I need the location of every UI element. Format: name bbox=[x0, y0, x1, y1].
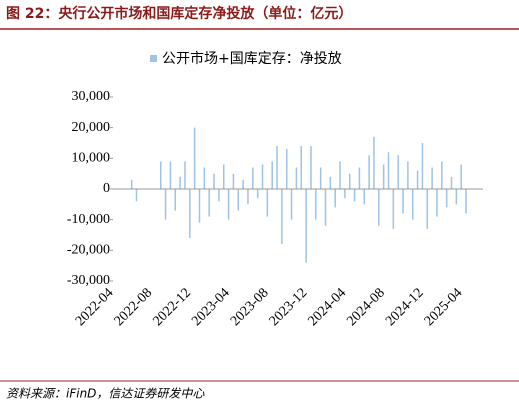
bar bbox=[198, 189, 201, 223]
bar bbox=[344, 189, 346, 199]
bar bbox=[193, 127, 196, 189]
bar bbox=[159, 161, 162, 189]
bar bbox=[411, 189, 414, 220]
bar bbox=[378, 189, 380, 226]
y-tick-label: -20,000 bbox=[67, 243, 110, 258]
bar bbox=[436, 189, 438, 217]
bar bbox=[339, 161, 341, 189]
bar bbox=[445, 189, 448, 208]
y-tick-label: 20,000 bbox=[72, 120, 111, 135]
bar bbox=[348, 173, 351, 189]
chart-title: 图 22：央行公开市场和国库定存净投放（单位：亿元） bbox=[6, 5, 352, 22]
bar bbox=[261, 164, 264, 189]
bar bbox=[222, 164, 225, 189]
bar bbox=[416, 170, 419, 189]
y-tick-label: -30,000 bbox=[67, 273, 110, 288]
bar bbox=[300, 146, 303, 189]
bar bbox=[382, 164, 385, 189]
legend-label: 公开市场+国库定存：净投放 bbox=[162, 50, 342, 67]
bar bbox=[329, 176, 332, 189]
bar bbox=[135, 189, 138, 202]
bar bbox=[130, 179, 133, 189]
bar bbox=[290, 189, 293, 220]
bar bbox=[252, 167, 254, 189]
bar bbox=[319, 167, 322, 189]
bar bbox=[358, 167, 361, 189]
bar bbox=[242, 179, 244, 189]
bar bbox=[310, 146, 312, 189]
bar bbox=[184, 161, 186, 189]
bar bbox=[305, 189, 307, 263]
x-tick-label: 2023-08 bbox=[228, 285, 272, 329]
x-tick-label: 2025-04 bbox=[422, 285, 466, 329]
x-tick-label: 2022-08 bbox=[112, 285, 156, 329]
bar bbox=[426, 189, 429, 229]
bar bbox=[295, 167, 298, 189]
bar bbox=[179, 176, 181, 189]
bar bbox=[431, 167, 433, 189]
bar bbox=[373, 136, 375, 189]
x-tick-label: 2024-12 bbox=[383, 285, 427, 329]
bar bbox=[387, 152, 390, 189]
y-tick-label: -10,000 bbox=[67, 212, 110, 227]
bar bbox=[227, 189, 230, 220]
source-note: 资料来源：iFinD，信达证券研发中心 bbox=[6, 387, 205, 401]
y-tick-label: 30,000 bbox=[72, 89, 111, 104]
bar bbox=[324, 189, 327, 226]
bar bbox=[455, 189, 458, 205]
bar bbox=[450, 176, 453, 189]
bar bbox=[460, 164, 462, 189]
y-tick-label: 0 bbox=[103, 181, 110, 196]
bar bbox=[281, 189, 283, 245]
bar bbox=[363, 189, 366, 205]
bar bbox=[402, 189, 404, 214]
bar bbox=[421, 143, 424, 189]
bar bbox=[232, 173, 235, 189]
bar bbox=[353, 189, 356, 202]
bar bbox=[247, 189, 249, 205]
x-tick-label: 2024-04 bbox=[306, 285, 350, 329]
bar bbox=[397, 155, 399, 189]
bar bbox=[189, 189, 191, 239]
y-tick-label: 10,000 bbox=[72, 151, 111, 166]
bar bbox=[392, 189, 395, 229]
bar bbox=[285, 149, 288, 189]
x-tick-label: 2023-04 bbox=[189, 285, 233, 329]
bar bbox=[334, 189, 336, 208]
bar bbox=[315, 189, 317, 220]
bar bbox=[266, 189, 269, 217]
x-tick-label: 2024-08 bbox=[344, 285, 388, 329]
bar bbox=[276, 146, 278, 189]
bar bbox=[218, 189, 220, 202]
bar bbox=[213, 173, 215, 189]
bar bbox=[407, 161, 409, 189]
bar bbox=[237, 189, 240, 211]
bar bbox=[169, 161, 172, 189]
bar bbox=[174, 189, 177, 211]
bar bbox=[256, 189, 259, 199]
x-tick-label: 2022-04 bbox=[73, 285, 117, 329]
bar bbox=[441, 161, 443, 189]
x-tick-label: 2023-12 bbox=[267, 285, 311, 329]
legend-swatch bbox=[150, 55, 157, 62]
bar bbox=[208, 189, 210, 217]
x-tick-label: 2022-12 bbox=[150, 285, 194, 329]
bar bbox=[368, 155, 370, 189]
bar bbox=[465, 189, 467, 214]
bar bbox=[203, 167, 206, 189]
bar bbox=[271, 161, 273, 189]
bar bbox=[164, 189, 167, 220]
